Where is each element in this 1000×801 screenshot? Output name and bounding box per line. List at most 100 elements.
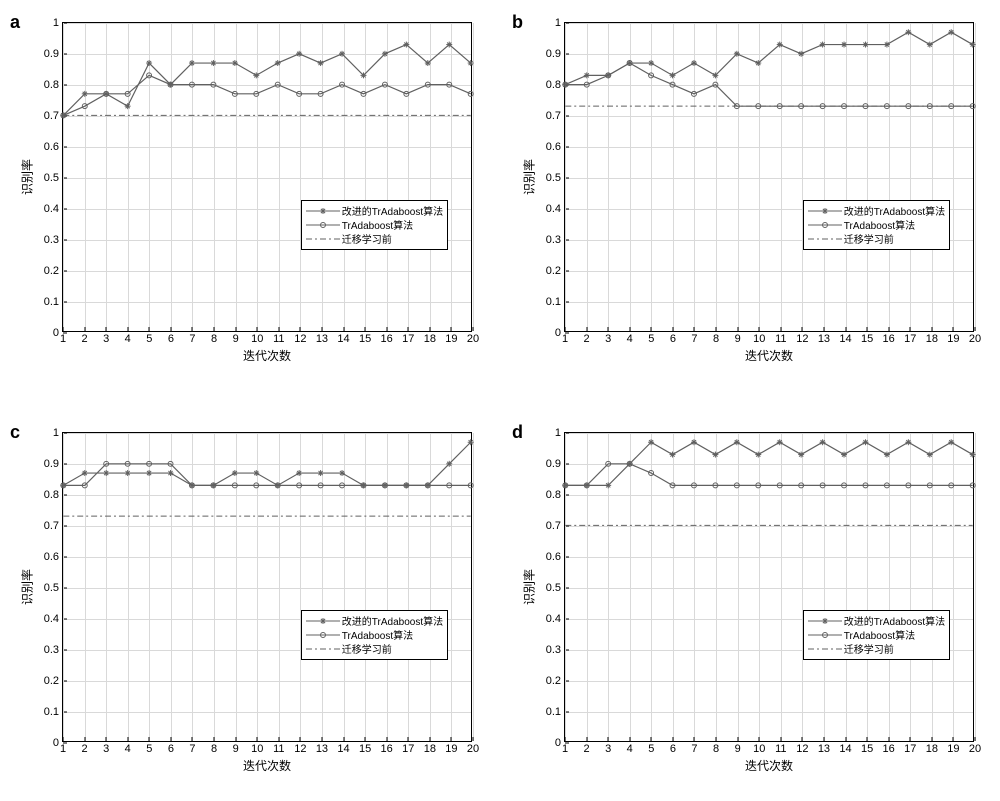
subplot-b: 00.10.20.30.40.50.60.70.80.9112345678910… <box>564 22 974 332</box>
panel-label-a: a <box>10 12 20 33</box>
legend-item: 改进的TrAdaboost算法 <box>808 614 945 628</box>
xtick-label: 4 <box>125 741 131 755</box>
xtick-label: 9 <box>233 331 239 345</box>
xtick-label: 13 <box>316 741 328 755</box>
xtick-label: 16 <box>883 741 895 755</box>
xtick-label: 20 <box>969 741 981 755</box>
series-tradaboost <box>63 75 470 115</box>
legend-sample-icon <box>808 218 842 232</box>
legend-label: 改进的TrAdaboost算法 <box>342 613 443 628</box>
legend-label: TrAdaboost算法 <box>844 217 915 232</box>
xtick-label: 4 <box>627 741 633 755</box>
legend-item: 迁移学习前 <box>306 232 443 246</box>
legend: 改进的TrAdaboost算法TrAdaboost算法迁移学习前 <box>803 610 950 660</box>
xtick-label: 10 <box>753 741 765 755</box>
legend-sample-icon <box>808 232 842 246</box>
xtick-label: 15 <box>359 331 371 345</box>
xtick-label: 9 <box>233 741 239 755</box>
ylabel: 识别率 <box>520 159 537 195</box>
legend-label: 迁移学习前 <box>844 231 894 246</box>
ytick-label: 0.5 <box>546 172 565 184</box>
xtick-label: 3 <box>103 331 109 345</box>
ytick-label: 0.4 <box>44 613 63 625</box>
xtick-label: 20 <box>467 331 479 345</box>
ytick-label: 0.9 <box>44 48 63 60</box>
xtick-label: 20 <box>467 741 479 755</box>
xtick-label: 2 <box>82 331 88 345</box>
xtick-label: 2 <box>584 331 590 345</box>
xtick-label: 13 <box>818 741 830 755</box>
xtick-label: 16 <box>883 331 895 345</box>
xtick-label: 7 <box>691 331 697 345</box>
xtick-label: 6 <box>670 741 676 755</box>
legend-sample-icon <box>306 218 340 232</box>
ylabel: 识别率 <box>18 159 35 195</box>
xtick-label: 6 <box>168 741 174 755</box>
ytick-label: 0.6 <box>546 141 565 153</box>
ytick-label: 0.3 <box>546 644 565 656</box>
legend-item: 改进的TrAdaboost算法 <box>808 204 945 218</box>
xtick-label: 5 <box>146 741 152 755</box>
ytick-label: 1 <box>53 427 63 439</box>
xtick-label: 10 <box>251 331 263 345</box>
gridline-v <box>473 23 474 331</box>
xtick-label: 11 <box>775 331 786 345</box>
legend-label: 迁移学习前 <box>844 641 894 656</box>
ytick-label: 0.5 <box>44 582 63 594</box>
xtick-label: 17 <box>402 331 414 345</box>
xtick-label: 7 <box>691 741 697 755</box>
ytick-label: 0.2 <box>44 675 63 687</box>
gridline-v <box>975 433 976 741</box>
xtick-label: 9 <box>735 741 741 755</box>
legend-label: 迁移学习前 <box>342 641 392 656</box>
legend-sample-icon <box>808 628 842 642</box>
xtick-label: 14 <box>337 331 349 345</box>
ytick-label: 0.2 <box>546 265 565 277</box>
xtick-label: 12 <box>796 741 808 755</box>
legend-item: 迁移学习前 <box>306 642 443 656</box>
xtick-label: 17 <box>904 331 916 345</box>
ytick-label: 0.6 <box>44 551 63 563</box>
legend: 改进的TrAdaboost算法TrAdaboost算法迁移学习前 <box>803 200 950 250</box>
series-tradaboost <box>565 63 972 106</box>
xtick-label: 16 <box>381 331 393 345</box>
legend-label: 改进的TrAdaboost算法 <box>844 613 945 628</box>
ytick-label: 0.1 <box>44 706 63 718</box>
ytick-label: 1 <box>555 427 565 439</box>
legend-item: TrAdaboost算法 <box>306 218 443 232</box>
ytick-label: 0.8 <box>546 79 565 91</box>
xtick-label: 14 <box>337 741 349 755</box>
legend-sample-icon <box>808 642 842 656</box>
ytick-label: 0.8 <box>44 489 63 501</box>
xtick-label: 7 <box>189 331 195 345</box>
xtick-label: 20 <box>969 331 981 345</box>
xtick-label: 16 <box>381 741 393 755</box>
xtick-label: 2 <box>82 741 88 755</box>
xtick-label: 5 <box>648 331 654 345</box>
xtick-label: 18 <box>424 741 436 755</box>
ytick-label: 0.9 <box>546 48 565 60</box>
xtick-label: 18 <box>926 331 938 345</box>
xtick-label: 14 <box>839 741 851 755</box>
ytick-label: 0.7 <box>546 110 565 122</box>
plot-svg-a <box>63 23 471 331</box>
xtick-label: 9 <box>735 331 741 345</box>
legend-sample-icon <box>306 642 340 656</box>
legend-sample-icon <box>306 614 340 628</box>
series-improved <box>63 45 470 116</box>
xtick-label: 13 <box>818 331 830 345</box>
panel-label-b: b <box>512 12 523 33</box>
legend: 改进的TrAdaboost算法TrAdaboost算法迁移学习前 <box>301 200 448 250</box>
legend-label: TrAdaboost算法 <box>844 627 915 642</box>
plot-svg-b <box>565 23 973 331</box>
legend-label: 改进的TrAdaboost算法 <box>342 203 443 218</box>
xtick-label: 3 <box>103 741 109 755</box>
ytick-label: 0.6 <box>546 551 565 563</box>
ytick-label: 0.1 <box>546 706 565 718</box>
legend-item: 迁移学习前 <box>808 642 945 656</box>
xtick-label: 17 <box>402 741 414 755</box>
xtick-label: 19 <box>947 741 959 755</box>
legend-label: TrAdaboost算法 <box>342 627 413 642</box>
ytick-label: 1 <box>555 17 565 29</box>
xtick-label: 11 <box>775 741 786 755</box>
